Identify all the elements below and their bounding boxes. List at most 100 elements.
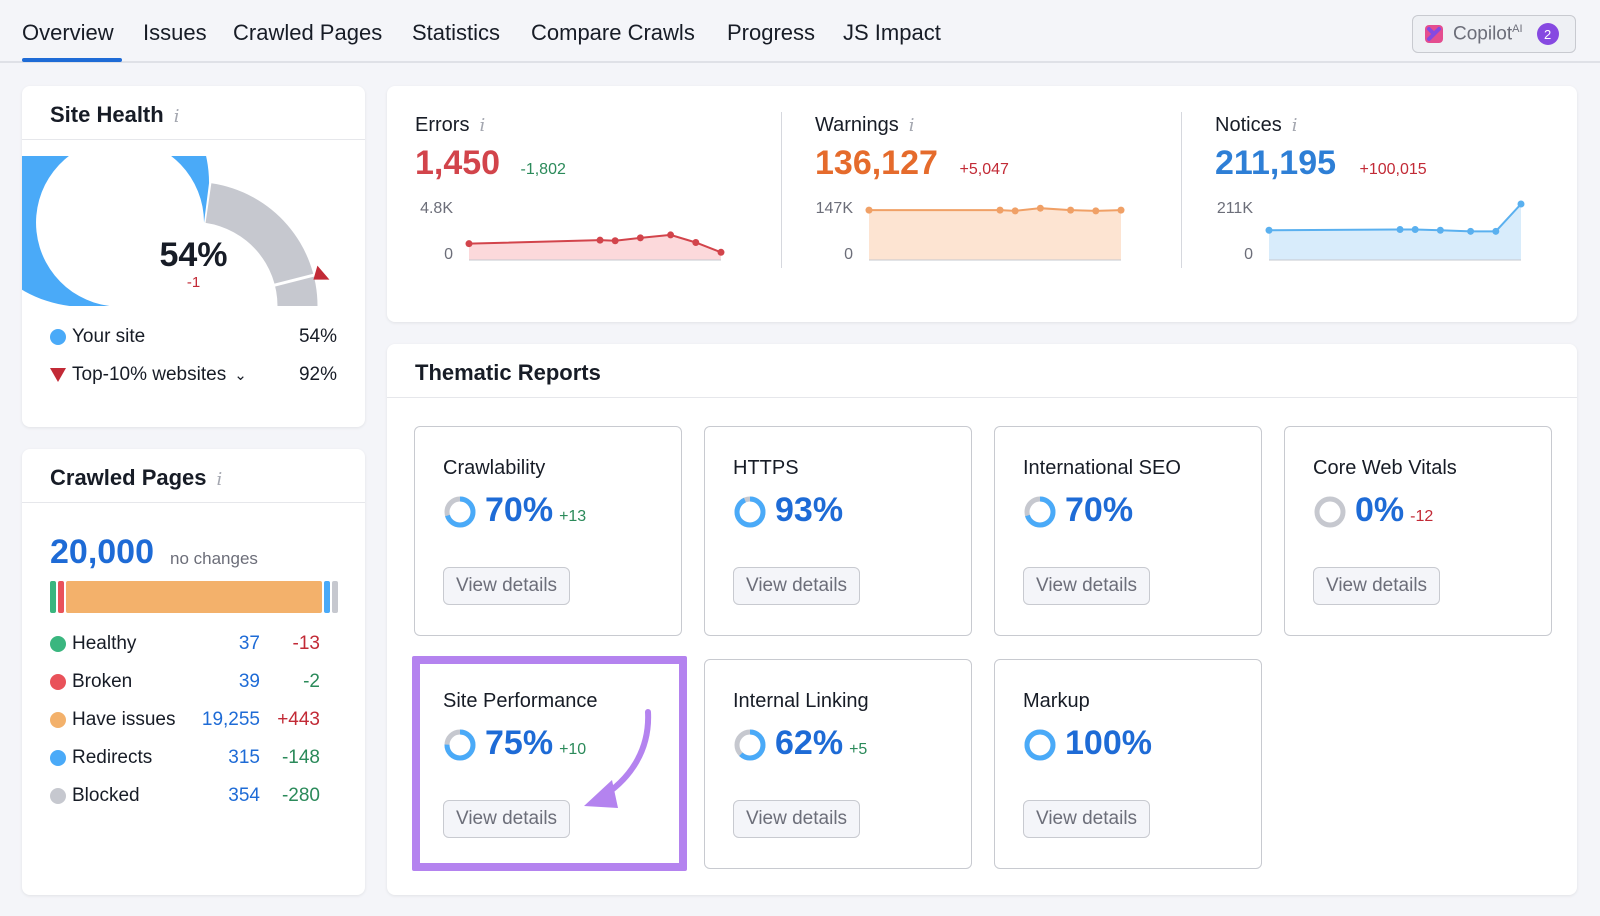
sparkline-point[interactable]: [465, 240, 473, 248]
site-health-gauge: [22, 156, 330, 306]
crawled-pages-row[interactable]: Blocked 354 -280: [50, 785, 320, 807]
view-details-button[interactable]: View details: [733, 800, 861, 838]
sparkline-point[interactable]: [667, 231, 675, 239]
view-details-button[interactable]: View details: [1313, 567, 1441, 605]
sparkline-point[interactable]: [611, 237, 619, 245]
sparkline-errors[interactable]: [463, 198, 733, 268]
tab-js-impact[interactable]: JS Impact: [843, 20, 941, 45]
row-value[interactable]: 39: [238, 671, 260, 692]
stat-label-notices: Notices i: [1215, 114, 1298, 136]
report-name: Markup: [1023, 690, 1090, 712]
info-icon[interactable]: i: [479, 115, 486, 136]
bar-segment-have-issues[interactable]: [66, 581, 322, 613]
crawled-pages-row[interactable]: Healthy 37 -13: [50, 633, 320, 655]
sparkline-line: [869, 207, 1122, 212]
report-name: Crawlability: [443, 457, 546, 479]
tab-issues[interactable]: Issues: [143, 20, 207, 45]
sparkline-point[interactable]: [1067, 206, 1075, 214]
view-details-button[interactable]: View details: [1023, 567, 1151, 605]
stat-value-errors[interactable]: 1,450: [415, 144, 501, 182]
stat-delta: -1,802: [520, 161, 566, 178]
report-percent[interactable]: 93%: [775, 491, 844, 529]
tab-statistics[interactable]: Statistics: [412, 20, 501, 45]
bar-segment-broken[interactable]: [58, 581, 64, 613]
axis-max-label: 4.8K: [420, 200, 453, 217]
sparkline-point[interactable]: [1092, 207, 1100, 215]
your-site-label: Your site: [72, 326, 146, 347]
stat-delta: +5,047: [959, 161, 1009, 178]
chevron-down-icon[interactable]: ⌄: [234, 367, 247, 384]
info-icon[interactable]: i: [1291, 115, 1298, 136]
progress-ring-icon: [444, 729, 476, 761]
stat-value-warnings[interactable]: 136,127: [815, 144, 938, 182]
info-icon[interactable]: i: [216, 469, 223, 490]
report-percent[interactable]: 75% +10: [485, 724, 587, 762]
crawled-pages-row[interactable]: Have issues 19,255 +443: [50, 709, 320, 731]
row-change: +443: [277, 709, 320, 730]
site-health-percent: 54%: [159, 236, 228, 274]
row-value[interactable]: 37: [238, 633, 260, 654]
axis-min-label: 0: [444, 246, 453, 263]
top-navigation: Overview Issues Crawled Pages Statistics…: [0, 0, 1600, 63]
sparkline-point[interactable]: [596, 236, 604, 244]
legend-dot: [50, 788, 66, 804]
row-label: Redirects: [72, 747, 153, 768]
sparkline-point[interactable]: [636, 234, 644, 242]
row-label: Have issues: [72, 709, 176, 730]
sparkline-point[interactable]: [1396, 225, 1404, 233]
sparkline-point[interactable]: [1436, 226, 1444, 234]
bar-segment-blocked[interactable]: [332, 581, 338, 613]
tab-compare-crawls[interactable]: Compare Crawls: [531, 20, 695, 45]
your-site-value: 54%: [298, 326, 337, 347]
view-details-button[interactable]: View details: [443, 800, 571, 838]
stat-label-warnings: Warnings i: [815, 114, 915, 136]
view-details-button[interactable]: View details: [733, 567, 861, 605]
sparkline-point[interactable]: [1492, 227, 1500, 235]
sparkline-point[interactable]: [717, 248, 725, 256]
sparkline-area: [1269, 204, 1521, 260]
row-value[interactable]: 19,255: [201, 709, 260, 730]
sparkline-point[interactable]: [1517, 200, 1525, 208]
sparkline-point[interactable]: [1011, 207, 1019, 215]
row-value[interactable]: 315: [228, 747, 260, 768]
crawled-pages-title: Crawled Pages i: [50, 465, 223, 490]
report-percent[interactable]: 70% +13: [485, 491, 587, 529]
report-percent[interactable]: 70%: [1065, 491, 1134, 529]
sparkline-point[interactable]: [692, 239, 700, 246]
sparkline-warnings[interactable]: [863, 198, 1133, 268]
stat-value-notices[interactable]: 211,195: [1215, 144, 1337, 182]
sparkline-point[interactable]: [865, 206, 873, 214]
report-percent[interactable]: 0% -12: [1355, 491, 1434, 529]
copilot-label: CopilotAI: [1453, 22, 1523, 45]
tab-overview[interactable]: Overview: [22, 20, 114, 45]
bar-segment-redirects[interactable]: [324, 581, 330, 613]
info-icon[interactable]: i: [173, 106, 180, 127]
sparkline-area: [469, 234, 721, 260]
crawled-pages-row[interactable]: Broken 39 -2: [50, 671, 320, 693]
sparkline-point[interactable]: [1411, 225, 1419, 233]
view-details-button[interactable]: View details: [1023, 800, 1151, 838]
sparkline-point[interactable]: [1265, 226, 1273, 234]
sparkline-point[interactable]: [1117, 206, 1125, 214]
gauge-top10-line: [272, 272, 318, 288]
info-icon[interactable]: i: [908, 115, 915, 136]
report-name: Site Performance: [443, 690, 598, 712]
your-site-dot: [50, 329, 66, 345]
site-health-title: Site Health i: [50, 102, 180, 127]
top10-value: 92%: [298, 364, 337, 385]
bar-segment-healthy[interactable]: [50, 581, 56, 613]
crawled-pages-bar: [50, 581, 338, 613]
row-value[interactable]: 354: [228, 785, 260, 806]
crawled-pages-total[interactable]: 20,000: [50, 533, 154, 571]
sparkline-point[interactable]: [1467, 227, 1475, 235]
tab-crawled-pages[interactable]: Crawled Pages: [233, 20, 383, 45]
sparkline-point[interactable]: [996, 206, 1004, 214]
view-details-button[interactable]: View details: [443, 567, 571, 605]
sparkline-point[interactable]: [1036, 204, 1044, 212]
report-percent[interactable]: 100%: [1065, 724, 1152, 762]
crawled-pages-row[interactable]: Redirects 315 -148: [50, 747, 320, 769]
tab-progress[interactable]: Progress: [727, 20, 816, 45]
report-percent[interactable]: 62% +5: [775, 724, 868, 762]
copilot-button[interactable]: CopilotAI 2: [1412, 15, 1576, 53]
sparkline-notices[interactable]: [1263, 198, 1533, 268]
